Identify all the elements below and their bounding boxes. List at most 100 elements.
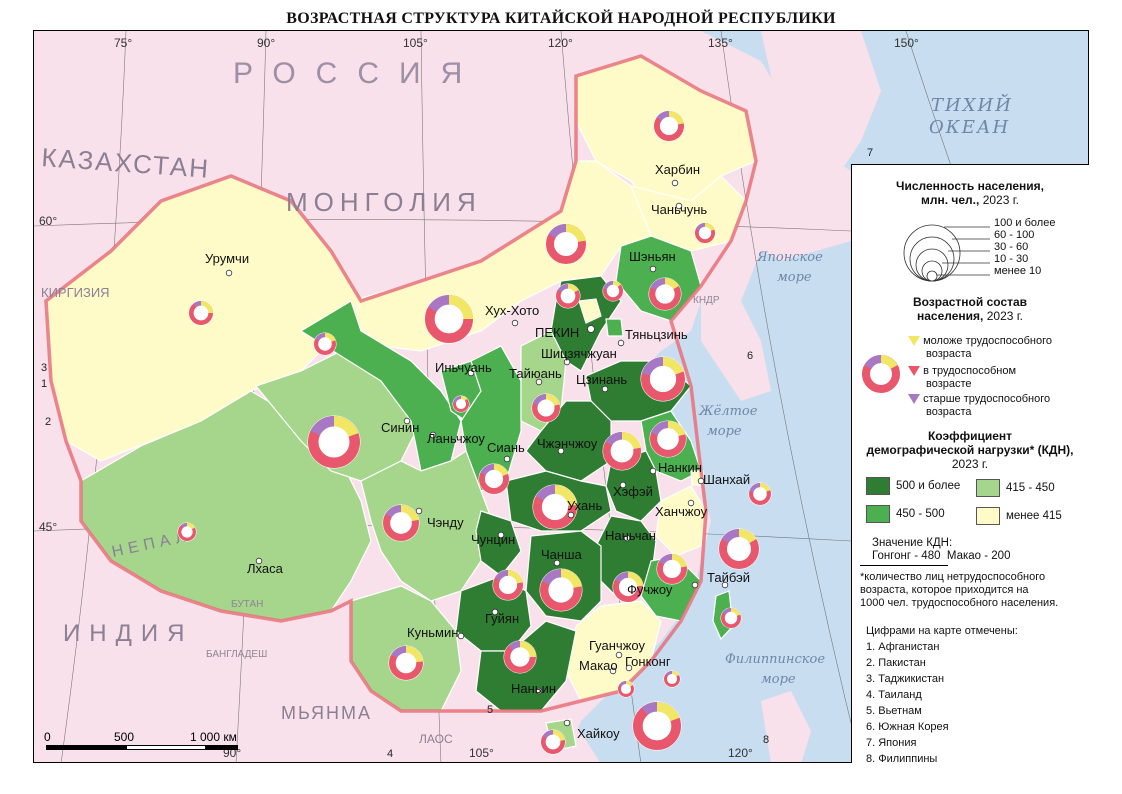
city-dot-nanjing	[649, 467, 657, 475]
age-ring	[656, 553, 688, 585]
city-dot-haikou	[563, 719, 571, 727]
city-label-shanghai: Шанхай	[703, 472, 750, 487]
age-ring	[540, 729, 566, 755]
city-dot-lhasa	[255, 557, 263, 565]
legend-panel: Численность населения, млн. чел., 2023 г…	[851, 164, 1089, 765]
age-ring	[648, 277, 682, 311]
city-dot-macau	[609, 667, 617, 675]
city-labels: Харбин Чаньчунь Шэньян Урумчи Хух-Хото ПЕКИН Т…	[205, 162, 750, 741]
age-ring	[640, 356, 686, 402]
japan-sea-label-1: Японское	[756, 250, 823, 265]
city-label-beijing: ПЕКИН	[535, 325, 579, 340]
russia-label: РОССИЯ	[233, 57, 482, 90]
city-label-wuhan: Ухань	[567, 498, 602, 513]
pacific-label-1: ТИХИЙ	[931, 93, 1013, 116]
city-label-tianjin: Тяньцзинь	[625, 327, 688, 342]
age-ring	[177, 522, 197, 542]
city-dot-nanchang	[623, 534, 631, 542]
lon-75-label: 75°	[114, 36, 132, 50]
lon-105-label: 105°	[403, 36, 428, 50]
korea-land	[701, 301, 771, 401]
age-ring	[313, 332, 337, 356]
city-label-taiyuan: Тайюань	[509, 366, 562, 381]
city-dot-urumqi	[225, 269, 233, 277]
city-dot-beijing	[587, 325, 595, 333]
lat-60-label: 60°	[39, 214, 57, 228]
legend-kdn-title: Коэффициент демографической нагрузки* (К…	[866, 429, 1074, 471]
swatch-mid-low	[976, 479, 1000, 497]
philippines-land	[761, 691, 811, 762]
city-dot-hefei	[619, 481, 627, 489]
old-triangle-icon	[908, 394, 920, 405]
lon-150-label: 150°	[894, 36, 919, 50]
legend-pop-circles	[903, 224, 990, 282]
legend-numbers-list: 1. Афганистан 2. Пакистан 3. Таджикистан 4.…	[866, 639, 1018, 767]
philippine-sea-label-1: Филиппинское	[725, 652, 825, 667]
age-ring	[602, 431, 642, 471]
pop-class-label: 60 - 100	[994, 229, 1035, 241]
numbers-list-item: 8. Филиппины	[866, 753, 938, 765]
city-label-hangzhou: Ханчжоу	[655, 504, 708, 519]
age-ring	[748, 482, 772, 506]
laos-label: ЛАОС	[419, 732, 453, 746]
city-dot-hohhot	[511, 319, 519, 327]
city-dot-zhengzhou	[557, 447, 565, 455]
marker-2: 2	[45, 416, 51, 428]
city-label-nanjing: Нанкин	[658, 460, 702, 475]
city-dot-changsha	[553, 559, 561, 567]
map-title: ВОЗРАСТНАЯ СТРУКТУРА КИТАЙСКОЙ НАРОДНОЙ …	[286, 10, 836, 27]
city-label-chengdu: Чэнду	[427, 515, 464, 530]
numbers-list-item: 1. Афганистан	[866, 641, 940, 653]
city-label-kunming: Куньмин	[407, 625, 458, 640]
city-label-nanchang: Наньчан	[605, 528, 656, 543]
city-label-guangzhou: Гуанчжоу	[589, 638, 645, 653]
age-ring	[503, 640, 537, 674]
lat-45-label: 45°	[39, 520, 57, 534]
map-frame: 75° 90° 105° 120° 135° 150° 60° 45° 90° …	[33, 30, 1089, 763]
city-label-jinan: Цзинань	[576, 372, 627, 387]
legend-pop-classes: 100 и более 60 - 100 30 - 60 10 - 30 менее 1…	[994, 217, 1055, 277]
city-label-haikou: Хайкоу	[577, 726, 620, 741]
city-dot-hongkong	[625, 664, 633, 672]
city-label-changsha: Чанша	[541, 547, 583, 562]
city-label-hohhot: Хух-Хото	[485, 303, 539, 318]
myanmar-label: МЬЯНМА	[281, 703, 372, 723]
age-ring	[718, 528, 760, 570]
age-ring	[602, 280, 624, 302]
bangladesh-label: БАНГЛАДЕШ	[206, 649, 267, 660]
city-dot-harbin	[671, 179, 679, 187]
city-label-changchun: Чаньчунь	[651, 202, 707, 217]
city-dot-fuzhou	[691, 581, 699, 589]
yellow-sea-label-2: море	[707, 424, 742, 439]
city-dot-chongqing	[497, 531, 505, 539]
lon-135-label: 135°	[708, 36, 733, 50]
age-ring	[539, 568, 583, 612]
mongolia-label: МОНГОЛИЯ	[286, 187, 482, 217]
marker-6: 6	[747, 350, 753, 362]
age-ring	[382, 504, 420, 542]
numbers-list-item: 2. Пакистан	[866, 657, 926, 669]
lon-105-bottom-label: 105°	[469, 746, 494, 760]
city-dot-guiyang	[491, 608, 499, 616]
city-label-harbin: Харбин	[655, 162, 700, 177]
numbers-list-item: 3. Таджикистан	[866, 673, 945, 685]
working-triangle-icon	[908, 366, 920, 377]
legend-footnote: *количество лиц нетрудоспособного возрас…	[860, 571, 1059, 609]
lon-120-bottom-label: 120°	[728, 746, 753, 760]
legend-kdn-class-mid-low: 415 - 450	[976, 479, 1055, 497]
japan-sea-label-2: море	[777, 270, 812, 285]
lon-90-label: 90°	[257, 36, 275, 50]
scale-bar: 0 500 1 000 км	[44, 730, 274, 760]
city-label-hongkong: Гонконг	[625, 654, 671, 669]
swatch-high	[866, 477, 890, 495]
city-dot-shenyang	[649, 265, 657, 273]
legend-age-title: Возрастной состав населения, 2023 г.	[912, 295, 1028, 323]
swatch-low	[976, 507, 1000, 525]
numbers-list-item: 4. Таиланд	[866, 689, 922, 701]
legend-old: старше трудоспособного возраста	[908, 393, 1050, 419]
city-label-macau: Макао	[579, 658, 618, 673]
pop-class-label: 10 - 30	[994, 253, 1029, 265]
age-ring	[555, 283, 581, 309]
age-ring	[188, 300, 214, 326]
city-label-guiyang: Гуйян	[485, 611, 519, 626]
